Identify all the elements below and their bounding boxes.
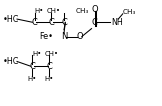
Text: CH•: CH• — [45, 51, 58, 57]
Text: O: O — [76, 32, 83, 41]
Text: C: C — [29, 62, 35, 71]
Text: CH•: CH• — [46, 8, 60, 14]
Text: CH₃: CH₃ — [123, 9, 137, 15]
Text: H•: H• — [45, 76, 54, 82]
Text: N: N — [61, 32, 67, 41]
Text: H•: H• — [28, 76, 37, 82]
Text: NH: NH — [111, 18, 123, 27]
Text: H•: H• — [35, 8, 44, 14]
Text: C: C — [92, 18, 98, 27]
Text: O: O — [92, 5, 98, 13]
Text: Fe•: Fe• — [39, 32, 53, 41]
Text: •HC: •HC — [3, 15, 20, 24]
Text: C: C — [48, 18, 54, 27]
Text: C: C — [46, 62, 52, 71]
Text: CH₃: CH₃ — [75, 8, 89, 14]
Text: •HC: •HC — [3, 57, 20, 66]
Text: H•: H• — [32, 51, 42, 57]
Text: C: C — [61, 18, 67, 27]
Text: C: C — [32, 18, 38, 27]
